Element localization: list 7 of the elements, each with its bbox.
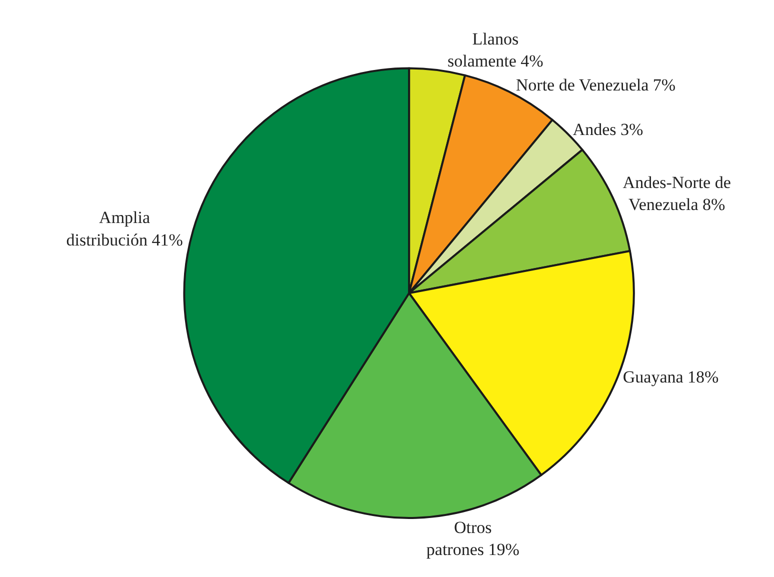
slice-label: Guayana 18% bbox=[622, 368, 719, 387]
slice-label: Andes 3% bbox=[572, 120, 644, 139]
slice-label: Amplia distribución 41% bbox=[66, 208, 183, 250]
slice-label: Llanos solamente 4% bbox=[448, 29, 544, 70]
slice-label: Otros patrones 19% bbox=[426, 518, 520, 559]
slice-label: Norte de Venezuela 7% bbox=[516, 76, 676, 95]
slice-label: Andes-Norte de Venezuela 8% bbox=[622, 173, 731, 214]
